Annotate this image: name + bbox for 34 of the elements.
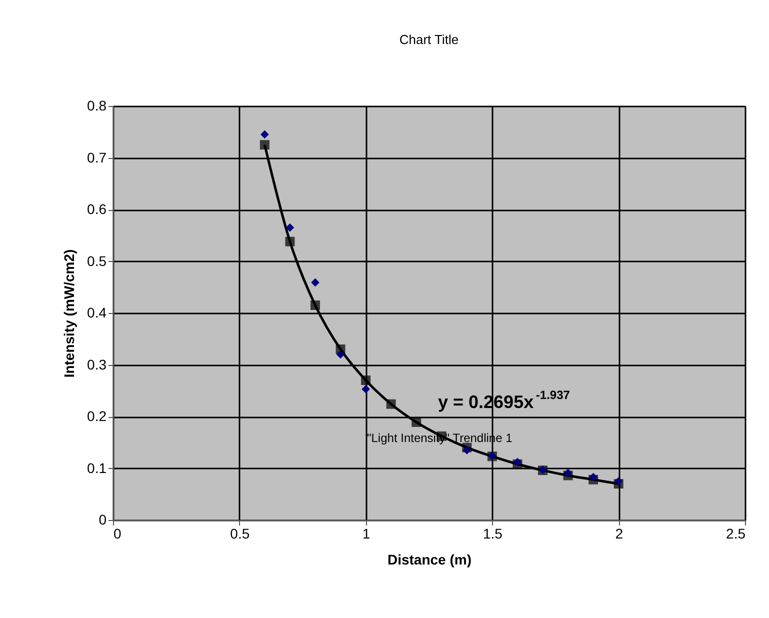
- point: [386, 399, 396, 409]
- point: [589, 472, 598, 482]
- point: [614, 477, 623, 486]
- chart-title: Chart Title: [399, 32, 459, 47]
- point: [310, 300, 320, 310]
- point: [260, 140, 270, 150]
- y-tick-label: 0.7: [87, 149, 107, 166]
- point: [285, 236, 295, 246]
- x-tick-label: 0: [114, 526, 122, 542]
- x-axis-title: Distance (m): [387, 552, 472, 568]
- y-tick-label: 0.5: [87, 252, 107, 269]
- y-tick-label: 0.3: [87, 356, 107, 372]
- x-tick-label: 0.5: [230, 526, 250, 542]
- point: [336, 350, 345, 359]
- point: [361, 376, 371, 386]
- y-tick-label: 0.8: [87, 98, 107, 114]
- y-tick-label: 0.2: [87, 408, 107, 424]
- x-tick-label: 1.5: [482, 526, 503, 542]
- y-tick-label: 0.4: [87, 304, 107, 320]
- y-axis-title: Intensity (mW/cm2): [61, 249, 78, 378]
- point: [260, 130, 269, 139]
- y-tick-label: 0.1: [87, 460, 107, 476]
- point: [462, 446, 472, 454]
- x-tick-label: 2.5: [726, 526, 746, 542]
- point: [564, 468, 572, 478]
- y-tick-label: 0: [98, 512, 107, 528]
- point: [311, 278, 320, 287]
- point: [286, 223, 294, 232]
- x-tick-label: 2: [615, 526, 624, 542]
- point: [513, 458, 522, 466]
- point: [362, 384, 370, 394]
- point: [412, 417, 422, 427]
- y-tick-label: 0.6: [87, 201, 107, 217]
- x-tick-label: 1: [362, 526, 370, 542]
